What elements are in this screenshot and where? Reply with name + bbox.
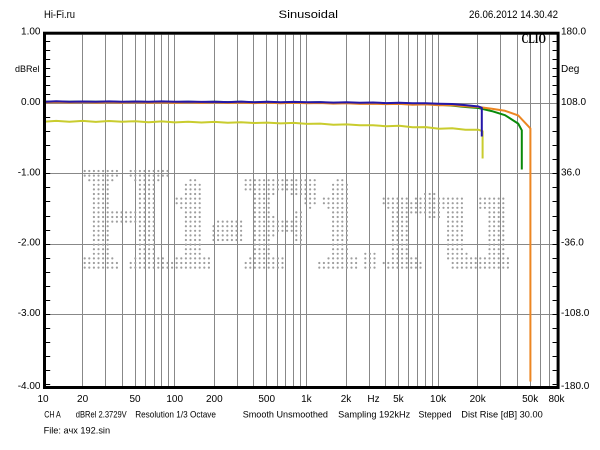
svg-text:File: ачх 192.sin: File: ачх 192.sin bbox=[44, 426, 111, 436]
svg-text:-36.0: -36.0 bbox=[561, 238, 584, 249]
svg-text:2k: 2k bbox=[341, 394, 353, 405]
svg-text:Resolution 1/3 Octave: Resolution 1/3 Octave bbox=[135, 410, 216, 420]
svg-text:Sinusoidal: Sinusoidal bbox=[279, 9, 339, 21]
svg-text:Smooth Unsmoothed: Smooth Unsmoothed bbox=[243, 410, 328, 420]
svg-text:-3.00: -3.00 bbox=[18, 308, 41, 319]
svg-text:Dist Rise [dB] 30.00: Dist Rise [dB] 30.00 bbox=[461, 410, 542, 420]
svg-text:Deg: Deg bbox=[561, 64, 579, 75]
svg-text:0.00: 0.00 bbox=[21, 97, 41, 108]
svg-text:-4.00: -4.00 bbox=[18, 381, 41, 392]
svg-text:dBRel: dBRel bbox=[15, 64, 40, 74]
svg-text:CLIO: CLIO bbox=[522, 31, 547, 46]
svg-text:36.0: 36.0 bbox=[561, 167, 581, 178]
svg-text:Hi-Fi.ru: Hi-Fi.ru bbox=[44, 9, 75, 21]
svg-text:-108.0: -108.0 bbox=[561, 308, 590, 319]
svg-text:1k: 1k bbox=[301, 394, 313, 405]
svg-text:-2.00: -2.00 bbox=[18, 238, 41, 249]
svg-text:10k: 10k bbox=[430, 394, 447, 405]
svg-text:108.0: 108.0 bbox=[561, 97, 586, 108]
svg-text:dBRel 2.3729V: dBRel 2.3729V bbox=[76, 410, 128, 420]
svg-text:-180.0: -180.0 bbox=[561, 381, 590, 392]
svg-text:50k: 50k bbox=[522, 394, 539, 405]
svg-text:20: 20 bbox=[77, 394, 89, 405]
svg-text:200: 200 bbox=[206, 394, 223, 405]
svg-text:5k: 5k bbox=[393, 394, 405, 405]
svg-text:180.0: 180.0 bbox=[561, 27, 586, 38]
svg-text:100: 100 bbox=[166, 394, 183, 405]
svg-text:26.06.2012 14.30.42: 26.06.2012 14.30.42 bbox=[469, 9, 558, 21]
svg-text:1.00: 1.00 bbox=[21, 27, 41, 38]
svg-text:10: 10 bbox=[37, 394, 49, 405]
svg-text:Sampling 192kHz: Sampling 192kHz bbox=[338, 410, 410, 420]
svg-text:500: 500 bbox=[258, 394, 275, 405]
svg-text:80k: 80k bbox=[548, 394, 565, 405]
svg-text:50: 50 bbox=[129, 394, 141, 405]
svg-text:-1.00: -1.00 bbox=[18, 167, 41, 178]
svg-text:CH A: CH A bbox=[44, 410, 61, 420]
svg-text:Hz: Hz bbox=[367, 394, 379, 405]
svg-text:Stepped: Stepped bbox=[419, 410, 452, 420]
svg-text:20k: 20k bbox=[470, 394, 487, 405]
